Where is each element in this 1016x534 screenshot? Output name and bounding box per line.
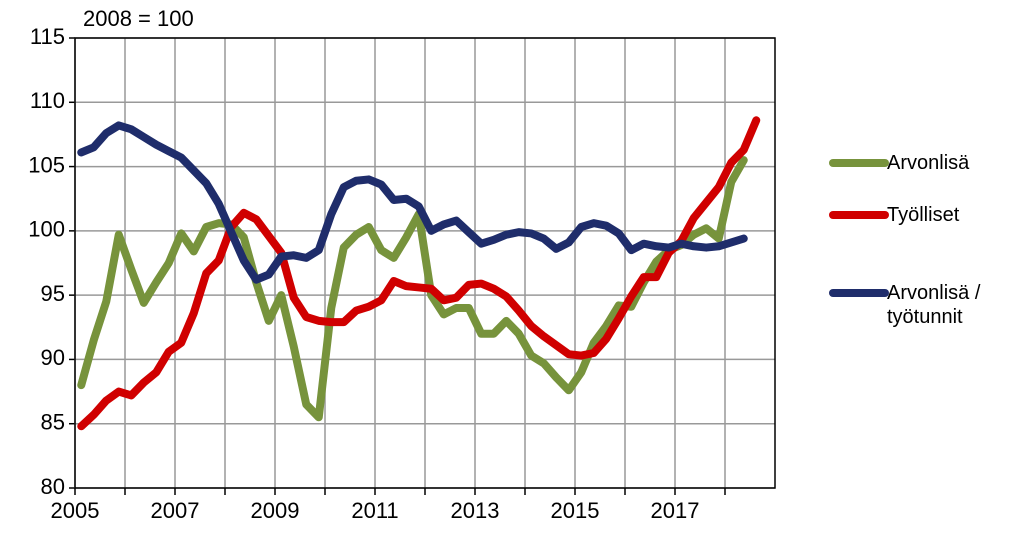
series-line bbox=[77, 156, 748, 422]
x-tick-label: 2013 bbox=[451, 498, 500, 523]
plot-frame bbox=[74, 37, 776, 489]
y-tick-label: 105 bbox=[28, 152, 65, 177]
y-tick-label: 95 bbox=[41, 281, 65, 306]
x-tick-label: 2017 bbox=[651, 498, 700, 523]
y-tick-label: 115 bbox=[30, 24, 65, 49]
legend-label: Työlliset bbox=[887, 204, 960, 226]
y-tick-label: 80 bbox=[41, 474, 65, 499]
y-tick-label: 90 bbox=[41, 345, 65, 370]
x-tick-label: 2009 bbox=[251, 498, 300, 523]
x-tick-label: 2015 bbox=[551, 498, 600, 523]
y-axis-label: 2008 = 100 bbox=[83, 6, 194, 31]
x-tick-label: 2005 bbox=[51, 498, 100, 523]
x-tick-label: 2007 bbox=[151, 498, 200, 523]
series-line bbox=[77, 116, 761, 431]
series-line bbox=[77, 121, 748, 284]
y-tick-label: 100 bbox=[28, 217, 65, 242]
x-tick-label: 2011 bbox=[351, 498, 398, 523]
y-tick-label: 85 bbox=[41, 410, 65, 435]
legend-label: Arvonlisä / työtunnit bbox=[887, 282, 981, 328]
legend-label: Arvonlisä bbox=[887, 152, 970, 174]
y-tick-label: 110 bbox=[30, 88, 65, 113]
